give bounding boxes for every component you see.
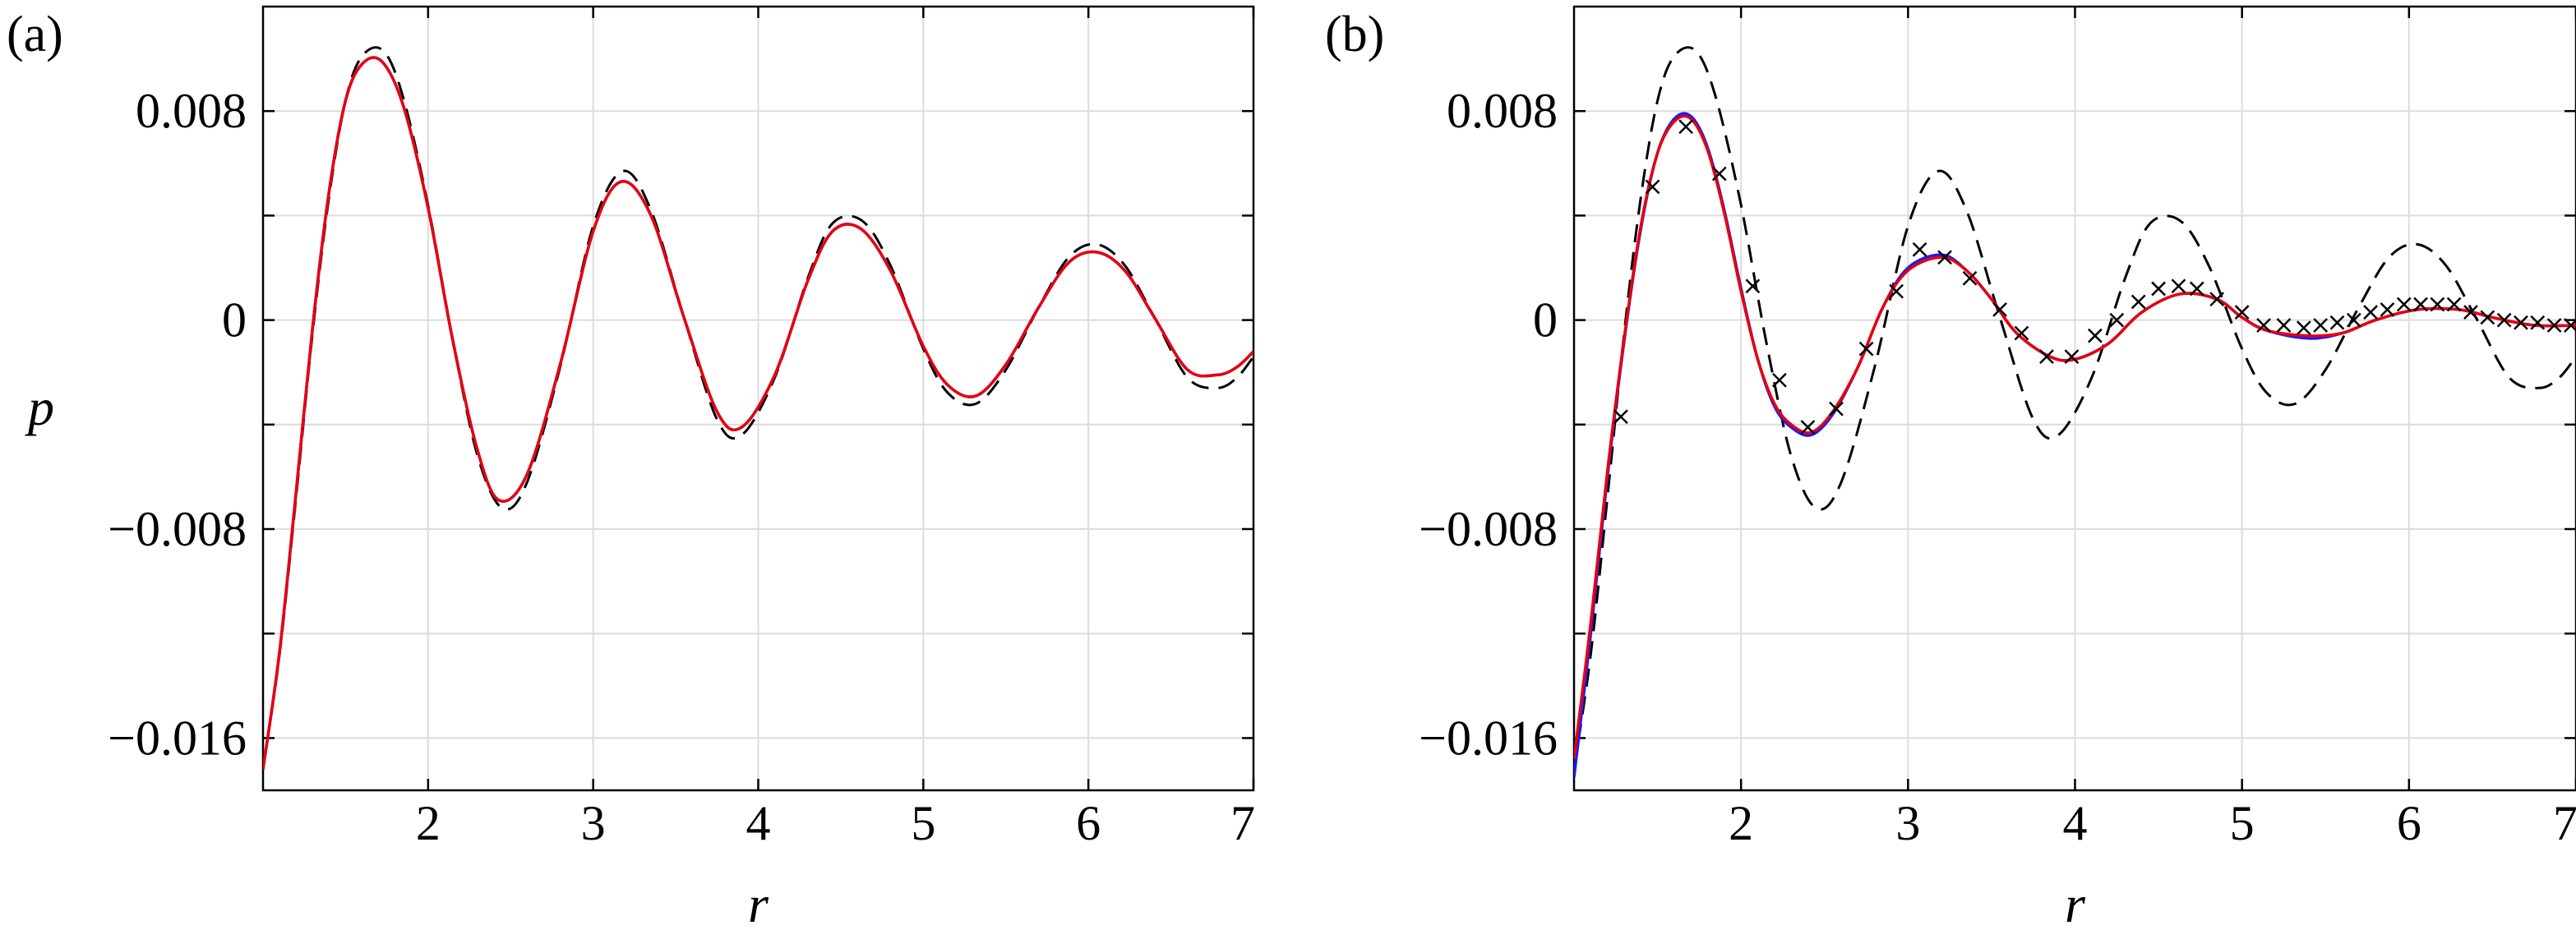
black-dashed-line: [1574, 46, 2576, 770]
cross-marker: [2131, 294, 2146, 310]
x-axis-label: r: [2065, 875, 2086, 933]
cross-marker: [1889, 283, 1904, 299]
cross-marker: [2189, 281, 2204, 297]
y-tick-label: 0.008: [136, 84, 247, 138]
cross-marker: [2496, 312, 2512, 328]
x-tick-label: 5: [2230, 796, 2255, 850]
cross-marker: [2109, 312, 2125, 328]
cross-marker: [2064, 349, 2080, 365]
series-group: [1574, 46, 2576, 778]
cross-marker: [2296, 320, 2311, 336]
ticks: [263, 7, 1255, 790]
cross-marker: [1912, 242, 1927, 257]
panel-label: (a): [7, 7, 63, 62]
x-tick-label: 3: [1895, 796, 1920, 850]
y-axis-label: p: [25, 378, 54, 436]
cross-marker: [2413, 297, 2428, 312]
y-tick-label: −0.016: [1419, 711, 1558, 765]
cross-marker: [2276, 318, 2292, 333]
cross-marker: [2430, 297, 2445, 312]
y-tick-label: −0.008: [108, 502, 247, 556]
x-tick-label: 3: [581, 796, 606, 850]
x-tick-label: 5: [911, 796, 935, 850]
x-tick-label: 4: [746, 796, 771, 850]
cross-marker: [1613, 409, 1628, 425]
panel-b: 2 3 4 5 6 7 −0.016 −0.008 0 0.008 r (b): [1325, 5, 2576, 933]
cross-marker: [2463, 305, 2478, 320]
x-tick-label: 4: [2063, 796, 2088, 850]
cross-marker: [2313, 318, 2329, 333]
y-tick-label: 0: [222, 293, 247, 348]
grid: [1574, 7, 2576, 790]
cross-marker: [2514, 315, 2528, 330]
cross-marker: [1645, 179, 1660, 195]
x-tick-label: 7: [2553, 796, 2576, 850]
cross-marker: [1829, 401, 1844, 417]
red-solid-line: [1574, 114, 2576, 760]
cross-marker: [2256, 318, 2271, 333]
cross-marker: [1800, 420, 1816, 435]
y-tick-label: 0: [1533, 293, 1558, 348]
cross-marker: [2151, 281, 2166, 297]
x-tick-label: 7: [1230, 796, 1255, 850]
grid: [263, 7, 1254, 790]
cross-marker: [2546, 318, 2562, 333]
cross-marker: [2480, 310, 2495, 325]
x-tick-label: 6: [1076, 796, 1101, 850]
cross-marker: [2446, 297, 2462, 312]
y-tick-label: −0.008: [1419, 502, 1558, 556]
red-solid-line: [263, 56, 1253, 770]
cross-marker: [1962, 270, 1978, 286]
cross-marker: [2363, 305, 2378, 320]
cross-marker: [2171, 278, 2186, 294]
cross-marker: [2380, 301, 2395, 317]
cross-marker: [2564, 318, 2576, 333]
cross-marker: [2530, 315, 2546, 330]
cross-marker: [2234, 305, 2250, 320]
cross-markers: [1613, 119, 2576, 435]
cross-marker: [1711, 166, 1727, 182]
cross-marker: [1772, 372, 1787, 388]
panel-a: 2 3 4 5 6 7 −0.016 −0.008 0 0.008 r p (a): [7, 5, 1255, 933]
x-tick-label: 2: [416, 796, 441, 850]
cross-marker: [1858, 341, 1874, 357]
cross-marker: [2396, 297, 2412, 312]
cross-marker: [2209, 292, 2225, 307]
cross-marker: [2087, 328, 2103, 343]
y-tick-label: 0.008: [1447, 84, 1558, 138]
y-tick-label: −0.016: [108, 711, 247, 765]
cross-marker: [1678, 119, 1694, 135]
cross-marker: [1745, 278, 1761, 294]
panel-label: (b): [1325, 7, 1384, 62]
series-group: [263, 46, 1253, 770]
cross-marker: [2346, 312, 2361, 328]
cross-marker: [2014, 325, 2029, 341]
cross-marker: [2329, 315, 2345, 330]
ticks: [1574, 7, 2576, 790]
x-tick-label: 6: [2397, 796, 2421, 850]
cross-marker: [2039, 349, 2054, 365]
x-tick-label: 2: [1729, 796, 1753, 850]
cross-marker: [1937, 250, 1952, 265]
cross-marker: [1992, 301, 2007, 317]
x-axis-label: r: [748, 875, 769, 933]
